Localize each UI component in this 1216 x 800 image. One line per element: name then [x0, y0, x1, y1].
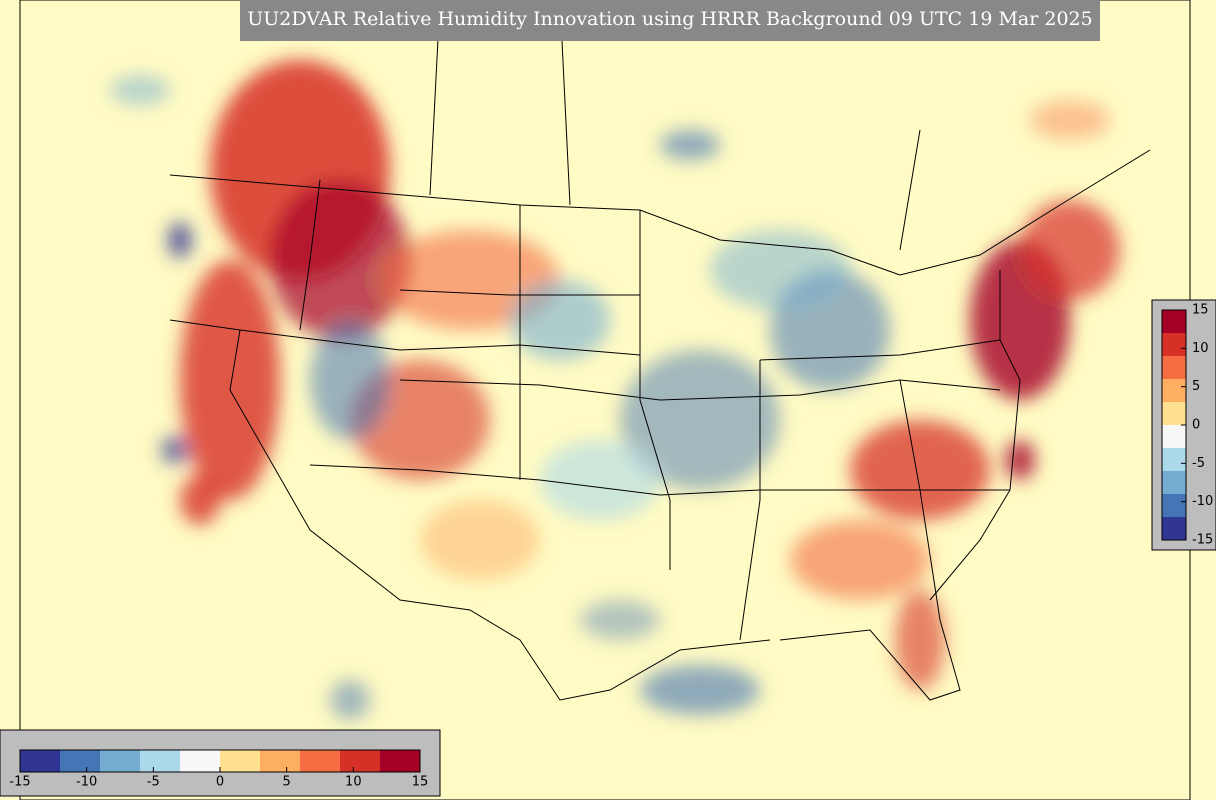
colorbar-tick-label: 10: [345, 775, 362, 790]
colorbar-tick-label: 10: [1192, 341, 1209, 356]
colorbar-tick-label: -5: [1192, 456, 1205, 471]
colorbar-tick-label: 5: [283, 775, 291, 790]
boundaries: [169, 0, 1151, 701]
innovation-field: [110, 60, 1120, 720]
colorbar-tick-label: -10: [1192, 494, 1213, 509]
map-title: UU2DVAR Relative Humidity Innovation usi…: [247, 8, 1092, 30]
colorbar-tick-label: 0: [216, 775, 224, 790]
colorbar-tick-label: -5: [147, 775, 160, 790]
colorbar-tick-label: -15: [1192, 533, 1213, 548]
colorbar-tick-label: 15: [412, 775, 429, 790]
colorbar-tick-label: 15: [1192, 303, 1209, 318]
colorbar-tick-label: -10: [76, 775, 97, 790]
title-box: [240, 0, 1100, 41]
colorbar-tick-label: 5: [1192, 379, 1200, 394]
colorbar-tick-label: 0: [1192, 418, 1200, 433]
colorbar-tick-label: -15: [9, 775, 30, 790]
